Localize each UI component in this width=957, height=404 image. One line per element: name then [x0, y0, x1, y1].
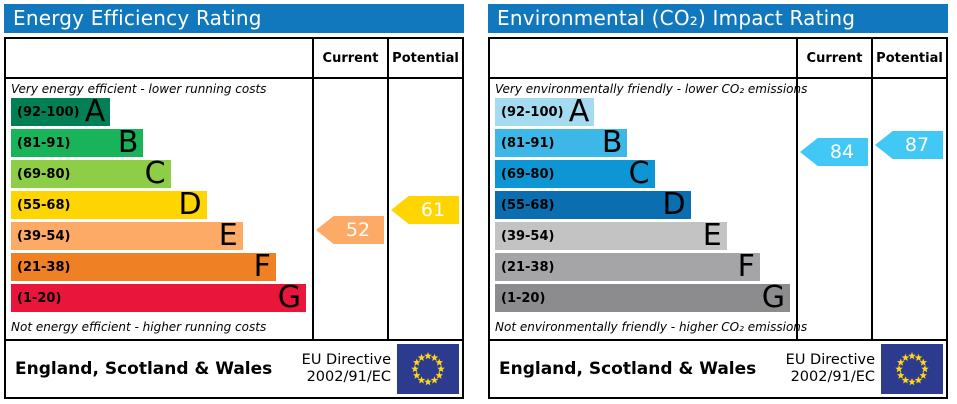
potential-rating-value: 61 [420, 199, 446, 221]
rating-table: Current Potential Very environmentally f… [488, 37, 948, 399]
band-e: (39-54) E [495, 218, 727, 253]
band-letter: C [144, 156, 166, 191]
environmental-impact-panel: Environmental (CO₂) Impact Rating Curren… [488, 4, 948, 404]
bands: (92-100) A (81-91) B (69-80) C (55-68) [495, 94, 796, 315]
band-scale: Very environmentally friendly - lower CO… [490, 79, 808, 339]
potential-column: 87 [871, 79, 946, 339]
header-spacer [490, 39, 796, 77]
energy-efficiency-panel: Energy Efficiency Rating Current Potenti… [4, 4, 464, 404]
region-label: England, Scotland & Wales [499, 359, 757, 379]
potential-column-header: Potential [871, 39, 946, 77]
potential-column-header: Potential [387, 39, 462, 77]
rating-body: Very energy efficient - lower running co… [6, 79, 462, 339]
band-e: (39-54) E [11, 218, 243, 253]
bands: (92-100) A (81-91) B (69-80) C (55-68) [11, 94, 312, 315]
eu-directive-label: EU Directive 2002/91/EC [302, 352, 391, 387]
band-range: (39-54) [17, 228, 71, 244]
bottom-caption: Not energy efficient - higher running co… [11, 320, 267, 334]
header-spacer [6, 39, 312, 77]
band-c: (69-80) C [11, 156, 171, 191]
eu-directive-line2: 2002/91/EC [306, 369, 391, 385]
band-g: (1-20) G [11, 280, 306, 315]
column-header-row: Current Potential [6, 39, 462, 79]
eu-directive-line1: EU Directive [785, 351, 875, 368]
current-column-header: Current [796, 39, 871, 77]
bottom-caption: Not environmentally friendly - higher CO… [495, 320, 808, 334]
band-range: (1-20) [17, 290, 62, 306]
band-g: (1-20) G [495, 280, 790, 315]
band-b: (81-91) B [11, 125, 144, 160]
band-f: (21-38) F [495, 249, 760, 284]
band-range: (69-80) [501, 166, 555, 182]
current-column-header: Current [312, 39, 387, 77]
band-scale: Very energy efficient - lower running co… [6, 79, 312, 339]
column-header-row: Current Potential [490, 39, 946, 79]
band-d: (55-68) D [11, 187, 207, 222]
band-range: (55-68) [17, 197, 71, 213]
band-range: (69-80) [17, 166, 71, 182]
band-d: (55-68) D [495, 187, 691, 222]
current-rating-arrow: 52 [316, 216, 384, 244]
band-range: (92-100) [17, 104, 80, 120]
band-letter: E [702, 218, 722, 253]
band-range: (81-91) [501, 135, 555, 151]
eu-directive-line1: EU Directive [301, 351, 391, 368]
band-letter: B [117, 125, 139, 160]
band-range: (1-20) [501, 290, 546, 306]
top-caption: Very environmentally friendly - lower CO… [495, 82, 808, 96]
current-rating-arrow: 84 [800, 138, 868, 166]
band-a: (92-100) A [11, 94, 111, 129]
potential-rating-value: 87 [904, 134, 930, 156]
eu-flag-icon [881, 344, 943, 394]
band-a: (92-100) A [495, 94, 595, 129]
region-label: England, Scotland & Wales [15, 359, 273, 379]
panel-title: Environmental (CO₂) Impact Rating [488, 4, 948, 33]
rating-table: Current Potential Very energy efficient … [4, 37, 464, 399]
current-column: 84 [796, 79, 871, 339]
band-letter: D [178, 187, 202, 222]
band-letter: E [218, 218, 238, 253]
band-range: (21-38) [501, 259, 555, 275]
rating-body: Very environmentally friendly - lower CO… [490, 79, 946, 339]
band-letter: B [601, 125, 623, 160]
band-letter: G [761, 280, 785, 315]
band-range: (21-38) [17, 259, 71, 275]
band-letter: G [277, 280, 301, 315]
potential-rating-arrow: 87 [875, 131, 943, 159]
current-rating-value: 52 [345, 219, 371, 241]
band-b: (81-91) B [495, 125, 628, 160]
potential-column: 61 [387, 79, 462, 339]
panel-title: Energy Efficiency Rating [4, 4, 464, 33]
band-letter: F [253, 249, 271, 284]
band-letter: D [662, 187, 686, 222]
band-letter: C [628, 156, 650, 191]
potential-rating-arrow: 61 [391, 196, 459, 224]
eu-directive-label: EU Directive 2002/91/EC [786, 352, 875, 387]
eu-directive-line2: 2002/91/EC [790, 369, 875, 385]
band-f: (21-38) F [11, 249, 276, 284]
band-range: (39-54) [501, 228, 555, 244]
panel-footer: England, Scotland & Wales EU Directive 2… [6, 339, 462, 397]
band-letter: F [737, 249, 755, 284]
band-range: (81-91) [17, 135, 71, 151]
eu-flag-icon [397, 344, 459, 394]
band-letter: A [568, 94, 590, 129]
panel-footer: England, Scotland & Wales EU Directive 2… [490, 339, 946, 397]
top-caption: Very energy efficient - lower running co… [11, 82, 267, 96]
current-column: 52 [312, 79, 387, 339]
band-range: (92-100) [501, 104, 564, 120]
band-range: (55-68) [501, 197, 555, 213]
band-c: (69-80) C [495, 156, 655, 191]
band-letter: A [84, 94, 106, 129]
current-rating-value: 84 [829, 141, 855, 163]
